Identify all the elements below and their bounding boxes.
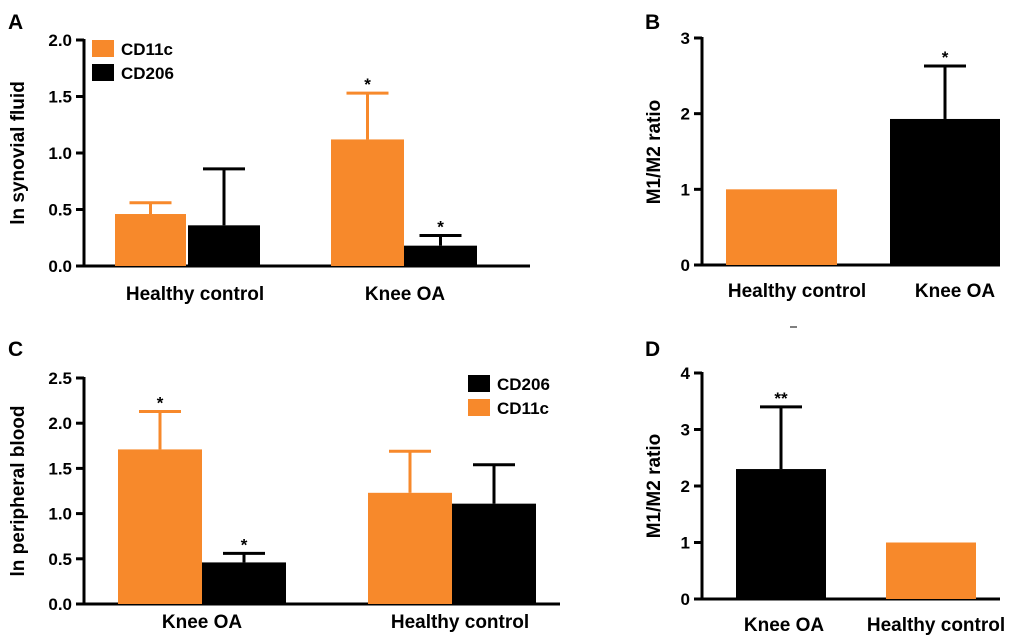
panel-c-category-label: Healthy control [391, 612, 529, 633]
panel-a-y-tick-label: 0.0 [48, 257, 72, 276]
panel-b-chart: 0 1 2 3 M1/M2 ratio Healthy control Knee OA * [644, 29, 1000, 302]
panel-a-significance-marker: * [437, 217, 444, 236]
panel-d-y-tick-label: 1 [681, 534, 690, 553]
panel-a-legend-label: CD206 [121, 64, 174, 83]
panel-c-bar [452, 503, 536, 604]
panel-a-bar [188, 225, 260, 266]
panel-a-category-label: Healthy control [126, 284, 264, 305]
panel-b-bar [726, 189, 837, 265]
panel-letter-a: A [8, 11, 23, 34]
panel-c-bar [368, 492, 452, 604]
panel-d-y-tick-label: 2 [681, 477, 690, 496]
panel-letter-b: B [645, 11, 660, 34]
panel-c-y-axis-title: ln peripheral blood [8, 405, 29, 576]
panel-a-category-label: Knee OA [365, 284, 446, 305]
panel-a-legend-label: CD11c [121, 40, 173, 59]
panel-d-category-label: Healthy control [867, 615, 1005, 636]
panel-d-y-axis-title: M1/M2 ratio [644, 434, 665, 539]
panel-c-category-label: Knee OA [162, 612, 243, 633]
panel-d-bar [736, 469, 826, 599]
panel-c-legend-swatch [468, 375, 490, 392]
panel-b-y-tick-label: 1 [681, 180, 690, 199]
panel-c-bar [118, 449, 202, 604]
panel-a-bar [331, 139, 404, 266]
panel-a-y-tick-label: 1.0 [48, 144, 72, 163]
panel-a-bar [404, 245, 477, 266]
panel-b-category-label: Healthy control [728, 281, 866, 302]
panel-d-bar [886, 542, 976, 599]
panel-c-legend-swatch [468, 399, 490, 416]
panel-c-y-tick-label: 1.0 [48, 505, 72, 524]
panel-c-significance-marker: * [241, 535, 248, 554]
panel-b-significance-marker: * [942, 48, 949, 67]
panel-d-y-tick-label: 3 [681, 421, 690, 440]
panel-c-legend-label: CD206 [497, 375, 550, 394]
panel-d-y-tick-label: 0 [681, 590, 690, 609]
panel-a-y-tick-label: 2.0 [48, 31, 72, 50]
panel-c-legend-label: CD11c [497, 399, 549, 418]
panel-b-bar [890, 118, 1000, 265]
panel-b-y-tick-label: 2 [681, 105, 690, 124]
panel-d-significance-marker: ** [774, 389, 788, 408]
panel-a-y-tick-label: 0.5 [48, 201, 72, 220]
panel-d-category-label: Knee OA [744, 615, 825, 636]
panel-d-chart: 0 1 2 3 4 M1/M2 ratio Knee OA Healthy control ** [644, 364, 1005, 636]
panel-a-legend-swatch [92, 40, 114, 57]
panel-c-y-tick-label: 1.5 [48, 459, 72, 478]
panel-a-chart: 0.0 0.5 1.0 1.5 2.0 ln synovial fluid Healthy … [8, 31, 530, 305]
panel-c-y-tick-label: 0.0 [48, 595, 72, 614]
panel-c-y-tick-label: 2.5 [48, 369, 72, 388]
panel-a-bar [115, 214, 186, 266]
panel-c-significance-marker: * [157, 393, 164, 412]
panel-c-y-tick-label: 2.0 [48, 414, 72, 433]
panel-letter-d: D [645, 338, 660, 361]
panel-a-y-tick-label: 1.5 [48, 88, 72, 107]
panel-a-y-axis-title: ln synovial fluid [8, 81, 29, 225]
panel-c-chart: 0.0 0.5 1.0 1.5 2.0 2.5 ln peripheral blood Kne… [8, 369, 560, 633]
panel-d-y-tick-label: 4 [681, 364, 691, 383]
panel-c-bar [202, 562, 286, 604]
panel-c-y-tick-label: 0.5 [48, 550, 72, 569]
panel-b-y-axis-title: M1/M2 ratio [644, 100, 665, 205]
panel-a-significance-marker: * [364, 75, 371, 94]
panel-letter-c: C [8, 338, 23, 361]
panel-b-category-label: Knee OA [915, 281, 996, 302]
panel-a-legend-swatch [92, 64, 114, 81]
panel-b-y-tick-label: 0 [681, 256, 690, 275]
panel-b-y-tick-label: 3 [681, 29, 690, 48]
